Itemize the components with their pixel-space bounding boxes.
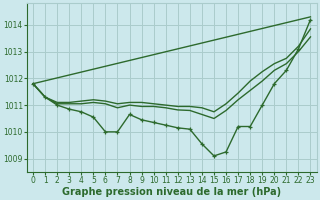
X-axis label: Graphe pression niveau de la mer (hPa): Graphe pression niveau de la mer (hPa) [62,187,281,197]
